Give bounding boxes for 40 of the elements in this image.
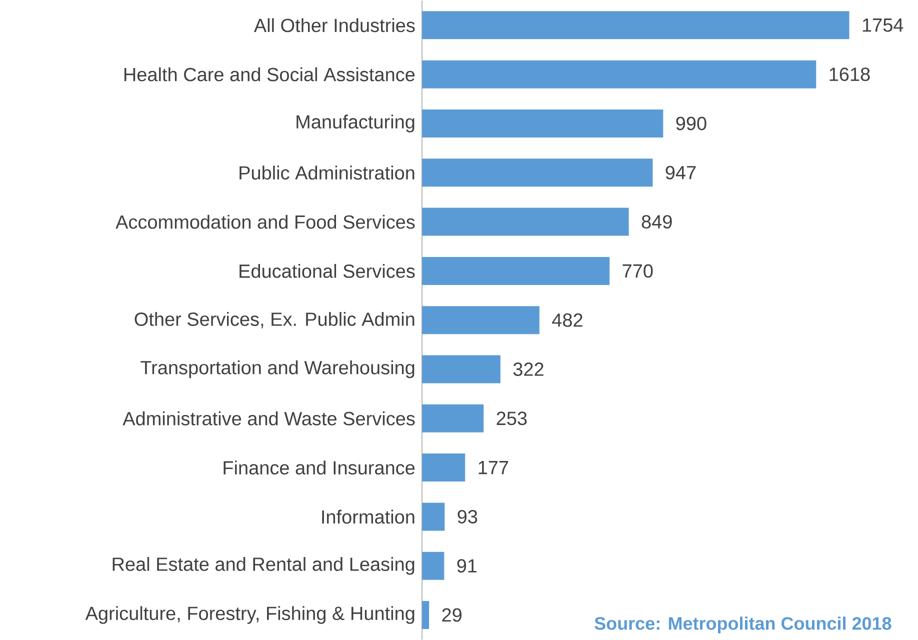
y-tick-label: Public Administration bbox=[240, 166, 414, 180]
bar bbox=[422, 60, 816, 88]
bar bbox=[422, 306, 540, 334]
bar bbox=[422, 208, 629, 236]
annotation: Source: Metropolitan Council 2018 bbox=[594, 616, 892, 634]
y-tick-label: Accommodation and Food Services bbox=[116, 214, 415, 229]
data-label: 93 bbox=[458, 510, 478, 524]
bar bbox=[422, 11, 850, 40]
y-tick-label: Transportation and Warehousing bbox=[140, 360, 414, 378]
data-label: 770 bbox=[622, 264, 653, 278]
bar bbox=[422, 552, 444, 580]
y-tick-label: Real Estate and Rental and Leasing bbox=[112, 556, 414, 575]
y-tick-label: Manufacturing bbox=[296, 114, 414, 132]
data-label: 482 bbox=[552, 313, 582, 327]
data-label: 849 bbox=[642, 214, 672, 228]
data-label: 1754 bbox=[862, 18, 904, 32]
y-tick-label: Administrative and Waste Services bbox=[122, 411, 415, 426]
data-label: 29 bbox=[442, 608, 462, 622]
bar bbox=[422, 600, 430, 629]
y-tick-label: Finance and Insurance bbox=[224, 460, 415, 474]
y-tick-label: Agriculture, Forestry, Fishing & Hunting bbox=[85, 606, 414, 624]
data-label: 990 bbox=[676, 116, 706, 130]
bar bbox=[422, 453, 466, 482]
y-tick-label: Educational Services bbox=[240, 264, 415, 278]
data-label: 947 bbox=[666, 166, 696, 180]
data-label: 177 bbox=[478, 460, 508, 474]
y-tick-label: Health Care and Social Assistance bbox=[124, 67, 415, 82]
y-tick-label: All Other Industries bbox=[254, 18, 415, 32]
y-tick-label: Information bbox=[322, 510, 414, 524]
data-label: 1618 bbox=[830, 68, 870, 81]
y-tick-label: Other Services, Ex. Public Admin bbox=[134, 312, 414, 328]
bar bbox=[422, 109, 664, 138]
data-label: 322 bbox=[513, 362, 544, 376]
bar bbox=[422, 404, 484, 432]
data-label: 253 bbox=[496, 412, 527, 426]
bar bbox=[422, 256, 610, 285]
bar bbox=[422, 502, 445, 531]
bar bbox=[422, 158, 653, 187]
bar bbox=[422, 355, 500, 384]
data-label: 91 bbox=[457, 559, 477, 572]
